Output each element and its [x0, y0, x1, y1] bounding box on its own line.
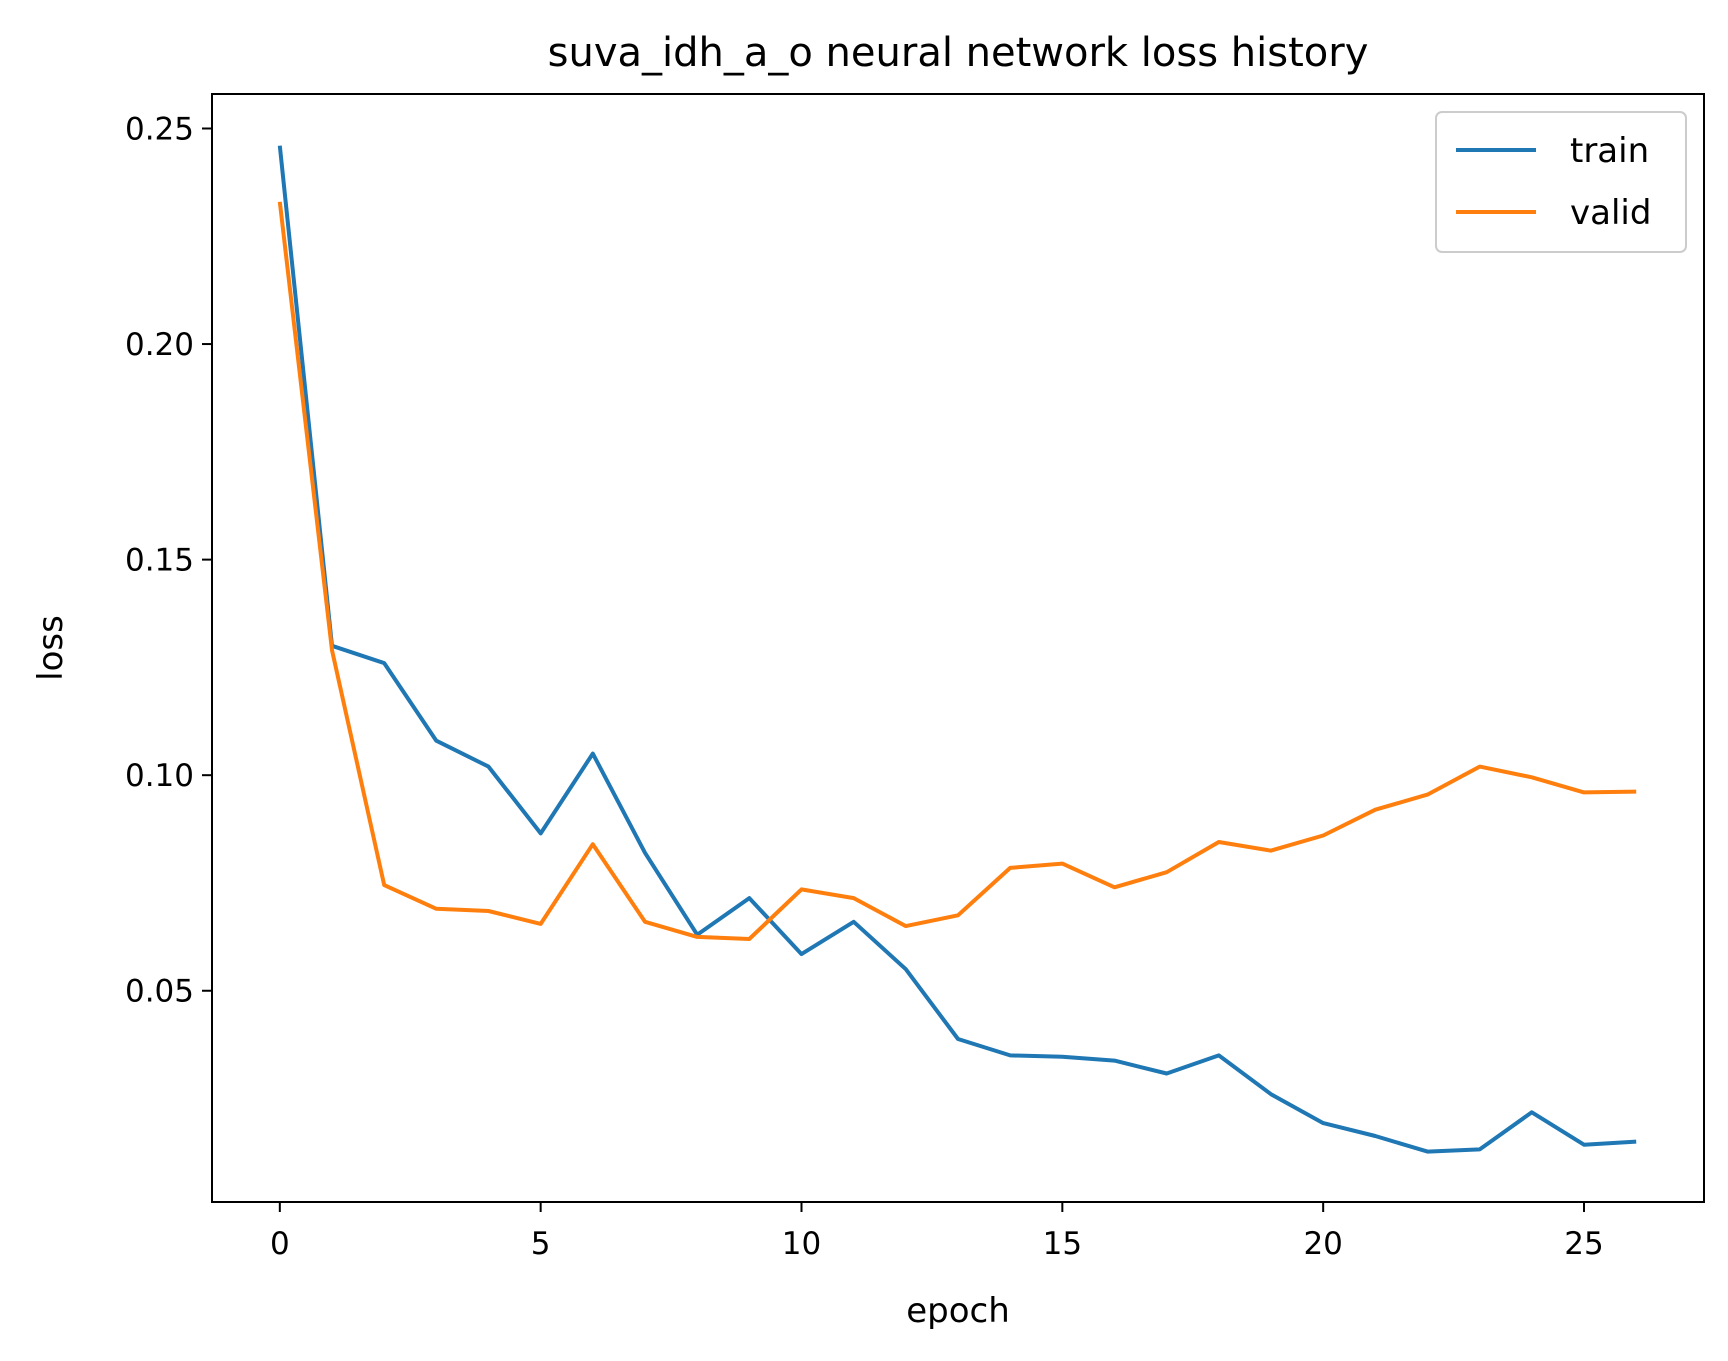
y-tick-label: 0.20: [125, 327, 194, 363]
x-tick-label: 0: [270, 1226, 290, 1262]
series-line-train: [277, 145, 1637, 1154]
x-axis-label: epoch: [906, 1291, 1010, 1331]
y-tick-label: 0.15: [125, 543, 194, 579]
legend-box: [1435, 111, 1687, 253]
x-tick-label: 10: [782, 1226, 821, 1262]
plot-area: [277, 145, 1637, 1154]
legend-label-train: train: [1570, 131, 1649, 171]
x-tick-label: 15: [1043, 1226, 1082, 1262]
chart-title: suva_idh_a_o neural network loss history: [548, 30, 1369, 76]
legend: train valid: [1435, 111, 1687, 253]
x-tick-label: 20: [1303, 1226, 1342, 1262]
y-tick-label: 0.10: [125, 758, 194, 794]
series-line-valid: [277, 201, 1637, 941]
y-tick-label: 0.05: [125, 974, 194, 1010]
x-tick-label: 25: [1564, 1226, 1603, 1262]
y-tick-label: 0.25: [125, 111, 194, 147]
y-axis-ticks: 0.05 0.10 0.15 0.20 0.25: [125, 111, 212, 1010]
x-tick-label: 5: [531, 1226, 551, 1262]
legend-label-valid: valid: [1570, 193, 1651, 233]
x-axis-ticks: 0 5 10 15 20 25: [270, 1202, 1604, 1262]
y-axis-label: loss: [31, 615, 71, 681]
axes-frame: [211, 93, 1705, 1203]
